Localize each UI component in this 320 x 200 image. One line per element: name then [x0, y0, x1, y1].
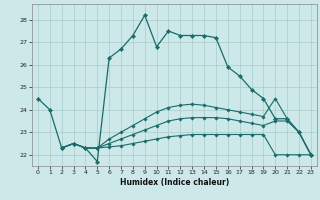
X-axis label: Humidex (Indice chaleur): Humidex (Indice chaleur)	[120, 178, 229, 187]
